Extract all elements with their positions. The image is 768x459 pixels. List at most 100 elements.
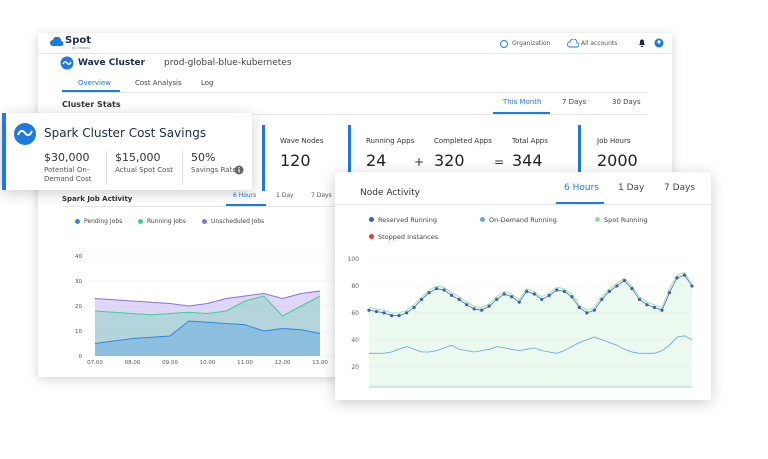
range-tab[interactable]: 30 Days xyxy=(612,98,641,106)
range-tab[interactable]: 6 Hours xyxy=(233,192,257,199)
y-tick-label: 20 xyxy=(351,364,359,371)
range-tab[interactable]: This Month xyxy=(503,98,542,106)
line xyxy=(368,272,693,314)
line xyxy=(94,320,321,344)
range-underline xyxy=(226,204,266,206)
y-tick-label: 0 xyxy=(79,354,83,360)
stats-divider xyxy=(62,114,648,115)
point xyxy=(419,297,424,302)
legend-swatch xyxy=(369,217,374,222)
x-tick-label: 11.00 xyxy=(237,360,253,366)
stat-label: Running Apps xyxy=(366,137,415,145)
legend-label: Spot Running xyxy=(604,216,648,224)
point xyxy=(592,308,596,312)
stat-label: Total Apps xyxy=(512,137,548,145)
node-activity-card: Node Activity 6 Hours 1 Day 7 Days Reser… xyxy=(335,172,711,400)
point xyxy=(660,308,664,312)
point xyxy=(465,303,469,307)
legend-label: On-Demand Running xyxy=(489,216,557,224)
point xyxy=(570,295,574,299)
point xyxy=(690,284,694,288)
x-tick-label: 10.00 xyxy=(200,360,216,366)
legend-swatch xyxy=(138,219,143,224)
area xyxy=(95,291,320,356)
stat-value: 24 xyxy=(366,151,387,170)
point xyxy=(547,293,551,297)
range-tab[interactable]: 7 Days xyxy=(562,98,587,106)
area xyxy=(95,296,320,356)
point xyxy=(652,305,657,310)
stat-accent xyxy=(262,125,265,191)
point xyxy=(607,289,611,293)
stat-label: Wave Nodes xyxy=(280,137,324,145)
organization-select[interactable]: Organization xyxy=(512,40,551,47)
stat-value: 344 xyxy=(512,151,543,170)
point xyxy=(585,311,589,315)
point xyxy=(502,292,506,296)
range-tab[interactable]: 7 Days xyxy=(664,183,696,193)
separator xyxy=(106,151,107,185)
point xyxy=(412,305,416,310)
savings-title: Spark Cluster Cost Savings xyxy=(44,126,207,140)
tab-cost-analysis[interactable]: Cost Analysis xyxy=(135,79,182,87)
stat-value: 320 xyxy=(434,151,465,170)
header-divider xyxy=(38,53,672,54)
y-tick-label: 40 xyxy=(351,337,359,344)
tab-overview[interactable]: Overview xyxy=(78,79,111,87)
range-tab[interactable]: 1 Day xyxy=(618,183,645,193)
separator xyxy=(182,151,183,185)
legend-label: Unscheduled Jobs xyxy=(211,218,265,225)
cluster-label: Wave Cluster xyxy=(78,58,146,68)
stat-accent xyxy=(348,125,351,191)
point xyxy=(600,297,604,302)
range-tab[interactable]: 7 Days xyxy=(311,192,332,199)
tab-log[interactable]: Log xyxy=(201,79,214,87)
legend-swatch xyxy=(480,217,485,222)
savings-value: 50% xyxy=(191,151,216,164)
org-icon[interactable] xyxy=(499,39,509,49)
logo-icon xyxy=(50,37,64,46)
point xyxy=(577,305,581,310)
x-tick-label: 12.00 xyxy=(275,360,291,366)
point xyxy=(367,308,371,312)
y-tick-label: 30 xyxy=(75,279,82,285)
point xyxy=(457,297,461,302)
range-underline xyxy=(493,112,550,114)
point xyxy=(487,304,491,308)
point xyxy=(397,313,401,318)
stat-label: Job Hours xyxy=(597,137,631,145)
savings-label: Potential On-Demand Cost xyxy=(44,166,92,183)
legend-swatch xyxy=(202,219,207,224)
point xyxy=(525,289,529,293)
point xyxy=(615,284,619,288)
point xyxy=(510,295,514,299)
line xyxy=(369,335,693,354)
point xyxy=(389,313,394,318)
point xyxy=(442,288,446,292)
range-tab[interactable]: 6 Hours xyxy=(564,183,599,193)
bell-icon[interactable] xyxy=(637,38,647,48)
point xyxy=(540,297,544,302)
card-accent xyxy=(2,113,6,190)
y-tick-label: 60 xyxy=(351,310,359,317)
point xyxy=(404,311,409,315)
legend-swatch xyxy=(75,219,80,224)
line xyxy=(94,290,321,307)
logo: Spot xyxy=(65,35,92,46)
point xyxy=(435,287,439,291)
user-icon[interactable] xyxy=(654,38,664,48)
spark-chart: 0 10 20 30 40 07.00 08.00 09.00 10.00 11.00 12.00 1… xyxy=(75,254,335,366)
accounts-select[interactable]: All accounts xyxy=(581,40,618,47)
operator: = xyxy=(494,155,505,169)
point xyxy=(562,289,566,293)
point xyxy=(637,297,642,302)
node-chart: 20 40 60 80 100 xyxy=(348,256,694,388)
info-icon[interactable] xyxy=(234,165,244,175)
point xyxy=(645,303,649,307)
y-tick-label: 40 xyxy=(75,254,82,260)
accounts-icon[interactable] xyxy=(567,39,579,49)
tabs-divider xyxy=(62,92,648,93)
range-tab[interactable]: 1 Day xyxy=(276,192,294,199)
point xyxy=(675,276,679,280)
legend-swatch xyxy=(595,217,600,222)
